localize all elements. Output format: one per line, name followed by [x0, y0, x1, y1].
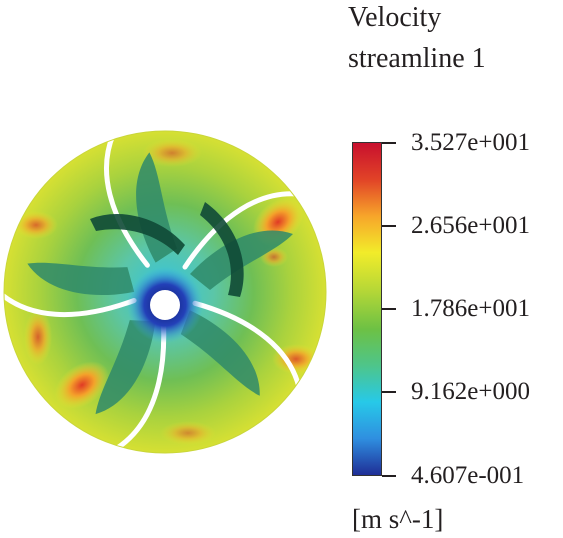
legend-title-line-2: streamline 1: [348, 43, 486, 74]
blade: [4, 262, 137, 318]
colorbar-tick: [382, 308, 396, 310]
colorbar-tick: [382, 225, 396, 227]
colorbar-label-min: 4.607e-001: [411, 462, 525, 489]
impeller-velocity-contour: [3, 130, 327, 454]
unit-label: [m s^-1]: [352, 504, 444, 534]
colorbar-label-max: 3.527e+001: [411, 129, 530, 156]
legend-title-line-1: Velocity: [348, 2, 442, 33]
blade-dark-right: [200, 202, 244, 297]
colorbar: [352, 142, 382, 476]
blade-dark-upper: [90, 214, 185, 255]
colorbar-label-4: 9.162e+000: [411, 378, 530, 405]
hub-hole: [150, 290, 180, 320]
colorbar-tick: [382, 142, 396, 144]
colorbar-label-2: 2.656e+001: [411, 212, 530, 239]
colorbar-tick: [382, 475, 396, 477]
colorbar-tick: [382, 391, 396, 393]
colorbar-label-3: 1.786e+001: [411, 295, 530, 322]
